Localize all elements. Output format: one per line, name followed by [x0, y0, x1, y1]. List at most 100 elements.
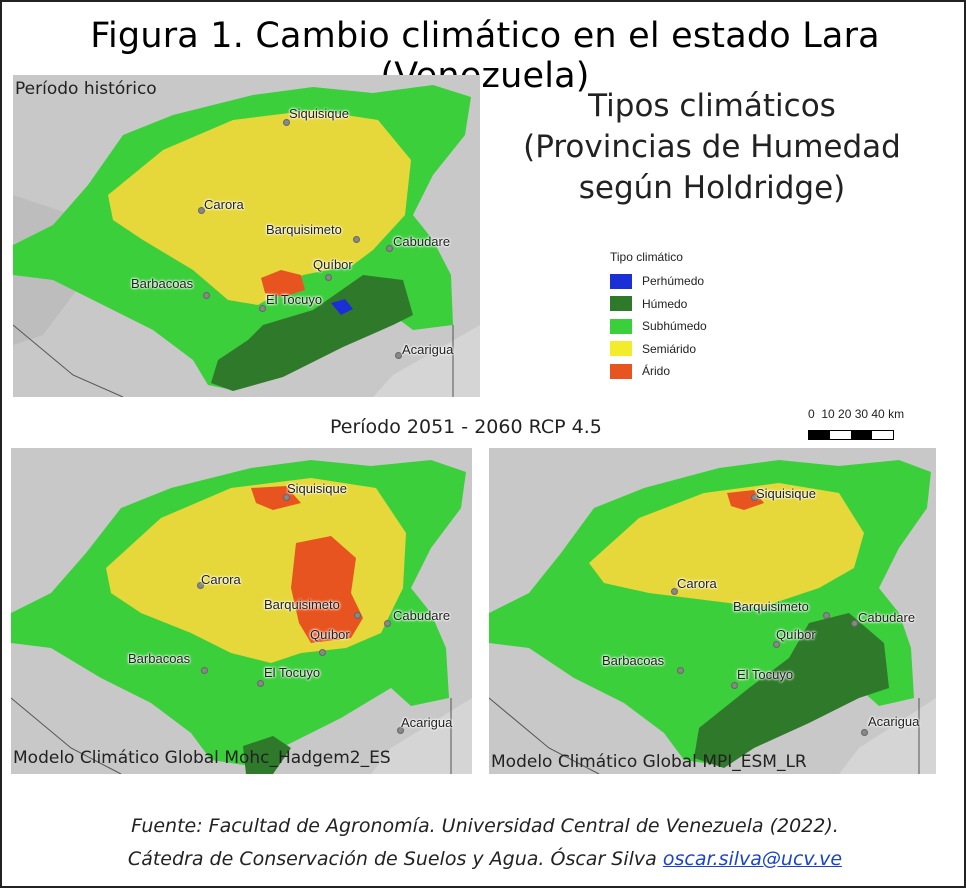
caption-source: Fuente: Facultad de Agronomía. Universid…	[131, 815, 839, 837]
map-title-historic: Período histórico	[15, 79, 157, 99]
city-dot	[319, 649, 326, 656]
humid-zone	[243, 736, 291, 774]
city-dot	[823, 612, 830, 619]
city-label-barbacoas: Barbacoas	[131, 276, 194, 291]
map-mpi-svg	[489, 448, 936, 774]
legend-swatch	[610, 318, 632, 334]
city-label-siquisique: Siquisique	[287, 481, 347, 496]
email-link[interactable]: oscar.silva@ucv.ve	[662, 848, 843, 870]
city-dot	[257, 680, 264, 687]
city-label-siquisique: Siquisique	[289, 106, 349, 121]
city-dot	[197, 582, 204, 589]
city-dot	[259, 305, 266, 312]
city-label-el-tocuyo: El Tocuyo	[264, 665, 321, 680]
legend-heading: Tipos climáticos (Provincias de Humedad …	[512, 86, 912, 209]
city-dot	[397, 727, 404, 734]
legend-heading-line: (Provincias de Humedad	[523, 129, 901, 165]
map-historic-svg	[13, 75, 480, 397]
city-dot	[201, 667, 208, 674]
legend-label: Semiárido	[642, 341, 697, 356]
boundary-line	[489, 697, 600, 774]
legend-item-semiarid: Semiárido	[610, 338, 707, 361]
boundary-line	[11, 697, 122, 774]
city-dot	[851, 620, 858, 627]
map-historic-period: Período histórico Siquisique Carora Barq…	[13, 75, 480, 397]
semiarid-zone	[589, 483, 864, 608]
caption-author: Cátedra de Conservación de Suelos y Agua…	[2, 848, 966, 870]
legend-item-humid: Húmedo	[610, 293, 707, 316]
city-dot	[773, 641, 780, 648]
arid-zone	[251, 486, 301, 510]
city-dot	[354, 612, 361, 619]
city-label-barquisimeto: Barquisimeto	[264, 597, 340, 612]
city-dot	[671, 588, 678, 595]
city-label-acarigua: Acarigua	[402, 342, 454, 357]
city-dot	[283, 119, 290, 126]
legend-swatch	[610, 273, 632, 289]
scale-segment	[872, 431, 893, 439]
arid-zone	[291, 536, 363, 643]
scale-segment	[809, 431, 830, 439]
city-dot	[283, 494, 290, 501]
legend-item-arid: Árido	[610, 360, 707, 383]
caption-author-text: Cátedra de Conservación de Suelos y Agua…	[127, 848, 663, 870]
map-title-mohc: Modelo Climático Global Mohc_Hadgem2_ES	[13, 748, 391, 768]
map-mpi-model: Siquisique Carora Barquisimeto Cabudare …	[489, 448, 936, 774]
city-label-el-tocuyo: El Tocuyo	[266, 292, 323, 307]
city-dot	[203, 292, 210, 299]
scale-bar	[808, 430, 894, 440]
city-label-quibor: Quíbor	[313, 257, 353, 272]
boundary-line	[13, 324, 124, 397]
city-label-quibor: Quíbor	[310, 627, 350, 642]
legend: Tipo climático Perhúmedo Húmedo Subhúmed…	[610, 250, 707, 383]
city-dot	[325, 274, 332, 281]
city-label-cabudare: Cabudare	[858, 610, 916, 625]
city-dot	[386, 245, 393, 252]
city-label-cabudare: Cabudare	[393, 234, 451, 249]
legend-label: Perhúmedo	[642, 274, 705, 289]
city-label-carora: Carora	[677, 576, 717, 591]
legend-swatch	[610, 341, 632, 357]
legend-swatch	[610, 363, 632, 379]
legend-item-subhumid: Subhúmedo	[610, 315, 707, 338]
figure-title: Figura 1. Cambio climático en el estado …	[90, 16, 880, 96]
legend-label: Árido	[642, 364, 671, 379]
legend-swatch	[610, 296, 632, 312]
humid-zone	[694, 613, 889, 768]
map-mohc-svg	[11, 448, 472, 774]
city-label-acarigua: Acarigua	[868, 714, 920, 729]
city-label-carora: Carora	[201, 572, 241, 587]
city-dot	[198, 207, 205, 214]
humid-zone	[211, 275, 413, 391]
scale-label: 0 10 20 30 40 km	[808, 407, 905, 421]
city-dot	[861, 729, 868, 736]
relief-shade	[839, 698, 936, 774]
period-label: Período 2051 - 2060 RCP 4.5	[330, 416, 602, 438]
legend-item-perhumid: Perhúmedo	[610, 270, 707, 293]
relief-shade	[371, 698, 472, 774]
city-label-barquisimeto: Barquisimeto	[733, 599, 809, 614]
arid-zone	[261, 270, 305, 297]
city-label-carora: Carora	[204, 197, 244, 212]
city-label-siquisique: Siquisique	[756, 486, 816, 501]
map-mohc-model: Siquisique Carora Barquisimeto Cabudare …	[11, 448, 472, 774]
city-label-el-tocuyo: El Tocuyo	[737, 667, 794, 682]
city-label-acarigua: Acarigua	[401, 715, 453, 730]
city-label-quibor: Quíbor	[776, 627, 816, 642]
legend-heading-line: según Holdridge)	[578, 170, 846, 206]
city-label-barbacoas: Barbacoas	[602, 653, 665, 668]
legend-label: Subhúmedo	[642, 319, 707, 334]
semiarid-zone	[108, 110, 411, 305]
scale-segment	[830, 431, 851, 439]
legend-title: Tipo climático	[610, 250, 683, 264]
city-label-barquisimeto: Barquisimeto	[266, 222, 342, 237]
city-dot	[677, 667, 684, 674]
map-title-mpi: Modelo Climático Global MPI_ESM_LR	[491, 752, 807, 772]
perhumid-zone	[331, 299, 353, 315]
city-dot	[395, 352, 402, 359]
scale-bar-group: 0 10 20 30 40 km	[808, 407, 905, 440]
legend-label: Húmedo	[642, 296, 688, 311]
city-label-cabudare: Cabudare	[393, 608, 451, 623]
city-dot	[751, 494, 758, 501]
